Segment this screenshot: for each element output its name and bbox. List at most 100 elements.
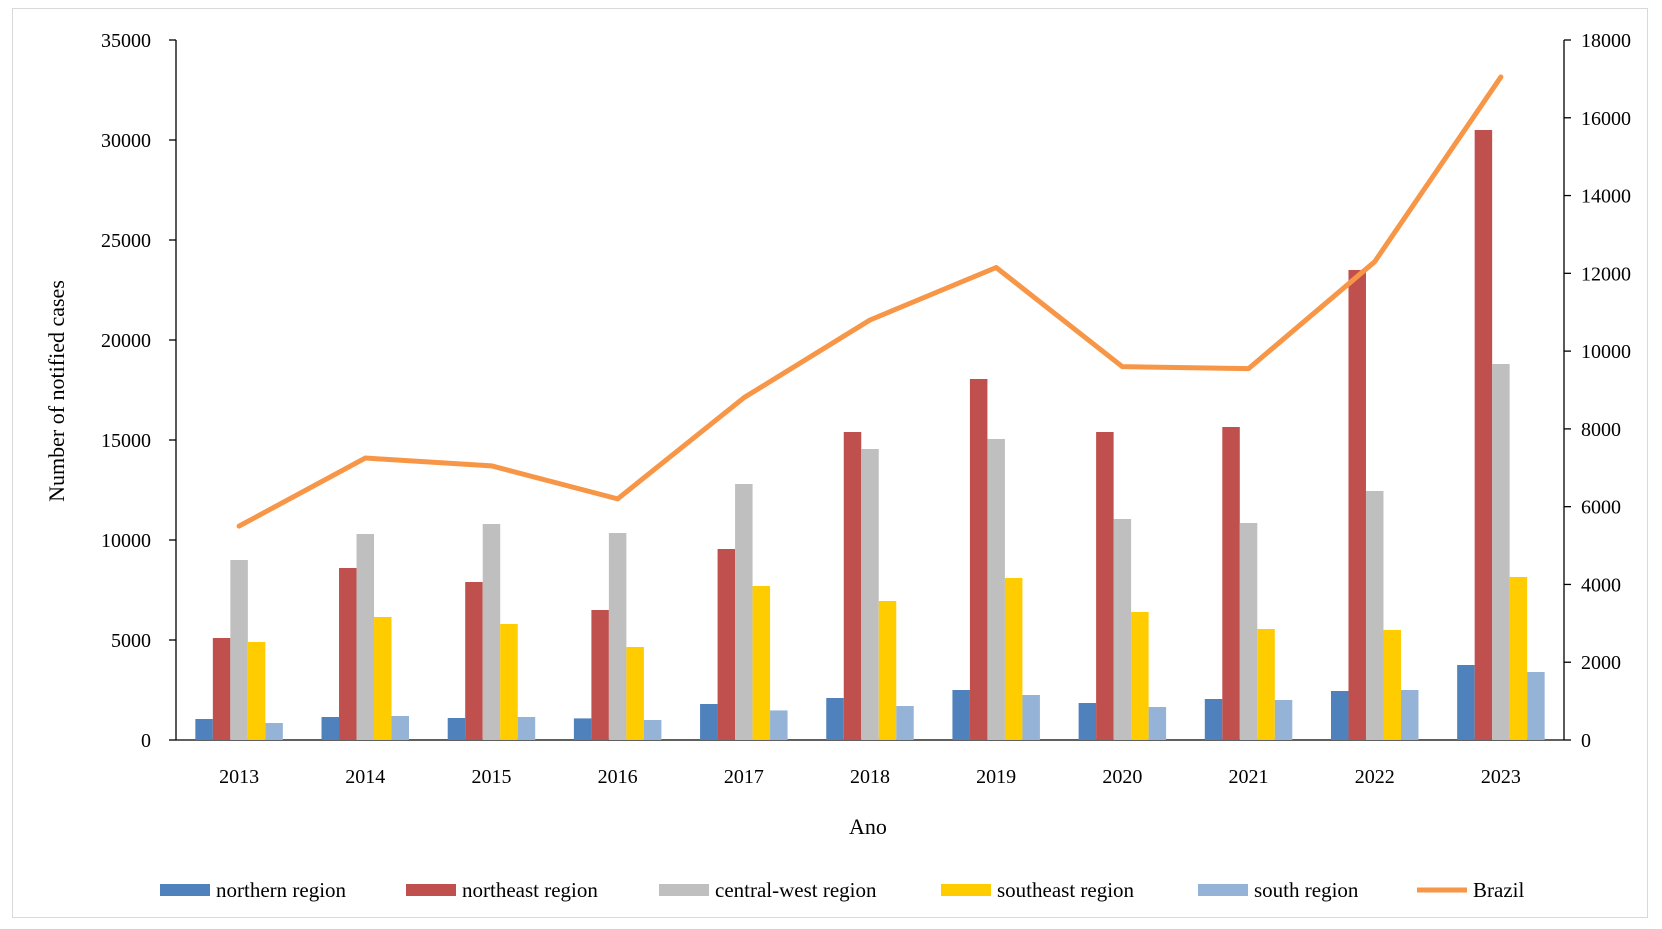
y-tick-label: 20000	[101, 330, 151, 352]
legend-label: south region	[1254, 878, 1359, 902]
y2-tick-label: 2000	[1581, 652, 1621, 674]
axes: 0 5000 10000 15000 20000 25000 30000 35000 0 2000…	[101, 30, 1631, 788]
x-tick-label: 2013	[219, 766, 259, 788]
y2-tick-label: 14000	[1581, 186, 1631, 208]
x-tick-label: 2015	[471, 766, 511, 788]
bar	[752, 586, 771, 740]
bar	[356, 534, 375, 740]
bar	[465, 582, 483, 740]
bar	[591, 610, 609, 740]
legend-swatch	[659, 884, 709, 896]
bar	[482, 524, 501, 740]
bar	[643, 720, 662, 740]
legend-label: northeast region	[462, 878, 598, 902]
bar	[1004, 578, 1023, 740]
bar	[626, 647, 644, 740]
legend-label: central-west region	[715, 878, 877, 902]
bar	[447, 718, 466, 740]
bar	[1131, 612, 1149, 740]
bar	[987, 439, 1005, 740]
legend-swatch	[1198, 884, 1248, 896]
bar	[896, 706, 914, 740]
x-tick-label: 2016	[598, 766, 638, 788]
bar	[735, 484, 753, 740]
x-tick-label: 2022	[1355, 766, 1395, 788]
y2-tick-label: 0	[1581, 730, 1591, 752]
bar	[500, 624, 518, 740]
x-axis-title: Ano	[849, 814, 887, 839]
y2-tick-label: 12000	[1581, 263, 1631, 285]
bar	[1474, 130, 1493, 740]
bar	[1022, 695, 1040, 740]
y2-tick-label: 8000	[1581, 419, 1621, 441]
bar	[1274, 700, 1293, 740]
bar	[608, 533, 627, 740]
legend-swatch	[941, 884, 991, 896]
bar	[717, 549, 736, 740]
line-brazil	[236, 74, 1504, 529]
y-tick-label: 0	[141, 730, 151, 752]
legend-label: southeast region	[997, 878, 1135, 902]
bar	[1257, 629, 1275, 740]
bars	[195, 130, 1545, 740]
x-tick-label: 2018	[850, 766, 890, 788]
bar	[265, 723, 283, 740]
y2-tick-label: 16000	[1581, 108, 1631, 130]
bar	[1492, 364, 1510, 740]
bar	[1148, 707, 1167, 740]
bar	[969, 379, 988, 740]
legend-swatch	[406, 884, 456, 896]
bar	[1457, 665, 1475, 740]
bar	[1365, 491, 1384, 740]
y-tick-label: 5000	[111, 630, 151, 652]
bar	[1078, 703, 1097, 740]
bar	[247, 642, 266, 740]
y-tick-label: 10000	[101, 530, 151, 552]
y-tick-label: 15000	[101, 430, 151, 452]
bar	[1204, 699, 1223, 740]
bar	[843, 432, 862, 740]
legend-swatch	[160, 884, 210, 896]
bar	[391, 716, 410, 740]
bar	[826, 698, 844, 740]
x-tick-label: 2014	[345, 766, 385, 788]
bar	[195, 719, 213, 740]
x-tick-label: 2017	[724, 766, 764, 788]
bar	[861, 449, 879, 740]
bar	[878, 601, 897, 740]
bar	[573, 718, 592, 740]
chart-frame	[12, 8, 1648, 918]
bar	[374, 617, 392, 740]
bar	[952, 690, 970, 740]
bar	[339, 568, 357, 740]
legend-label: Brazil	[1473, 878, 1524, 902]
y-tick-label: 25000	[101, 230, 151, 252]
y2-tick-label: 18000	[1581, 30, 1631, 52]
bar	[1348, 270, 1366, 740]
bar	[1330, 691, 1349, 740]
bar	[1383, 630, 1401, 740]
y-axis-title: Number of notified cases	[44, 280, 69, 502]
bar	[1096, 432, 1114, 740]
bar	[1113, 519, 1132, 740]
bar	[321, 717, 340, 740]
x-tick-label: 2020	[1102, 766, 1142, 788]
bar	[1400, 690, 1419, 740]
y2-tick-label: 4000	[1581, 574, 1621, 596]
bar	[1239, 523, 1258, 740]
y-tick-label: 35000	[101, 30, 151, 52]
bar	[770, 710, 788, 740]
y-tick-label: 30000	[101, 130, 151, 152]
bar	[1222, 427, 1240, 740]
bar	[212, 638, 231, 740]
x-tick-label: 2023	[1481, 766, 1521, 788]
bar	[700, 704, 718, 740]
x-tick-label: 2021	[1229, 766, 1269, 788]
bar	[1509, 577, 1528, 740]
bar	[230, 560, 248, 740]
line-series	[236, 74, 1504, 529]
legend: northern region northeast region central-w…	[160, 878, 1524, 902]
x-tick-label: 2019	[976, 766, 1016, 788]
y2-tick-label: 10000	[1581, 341, 1631, 363]
